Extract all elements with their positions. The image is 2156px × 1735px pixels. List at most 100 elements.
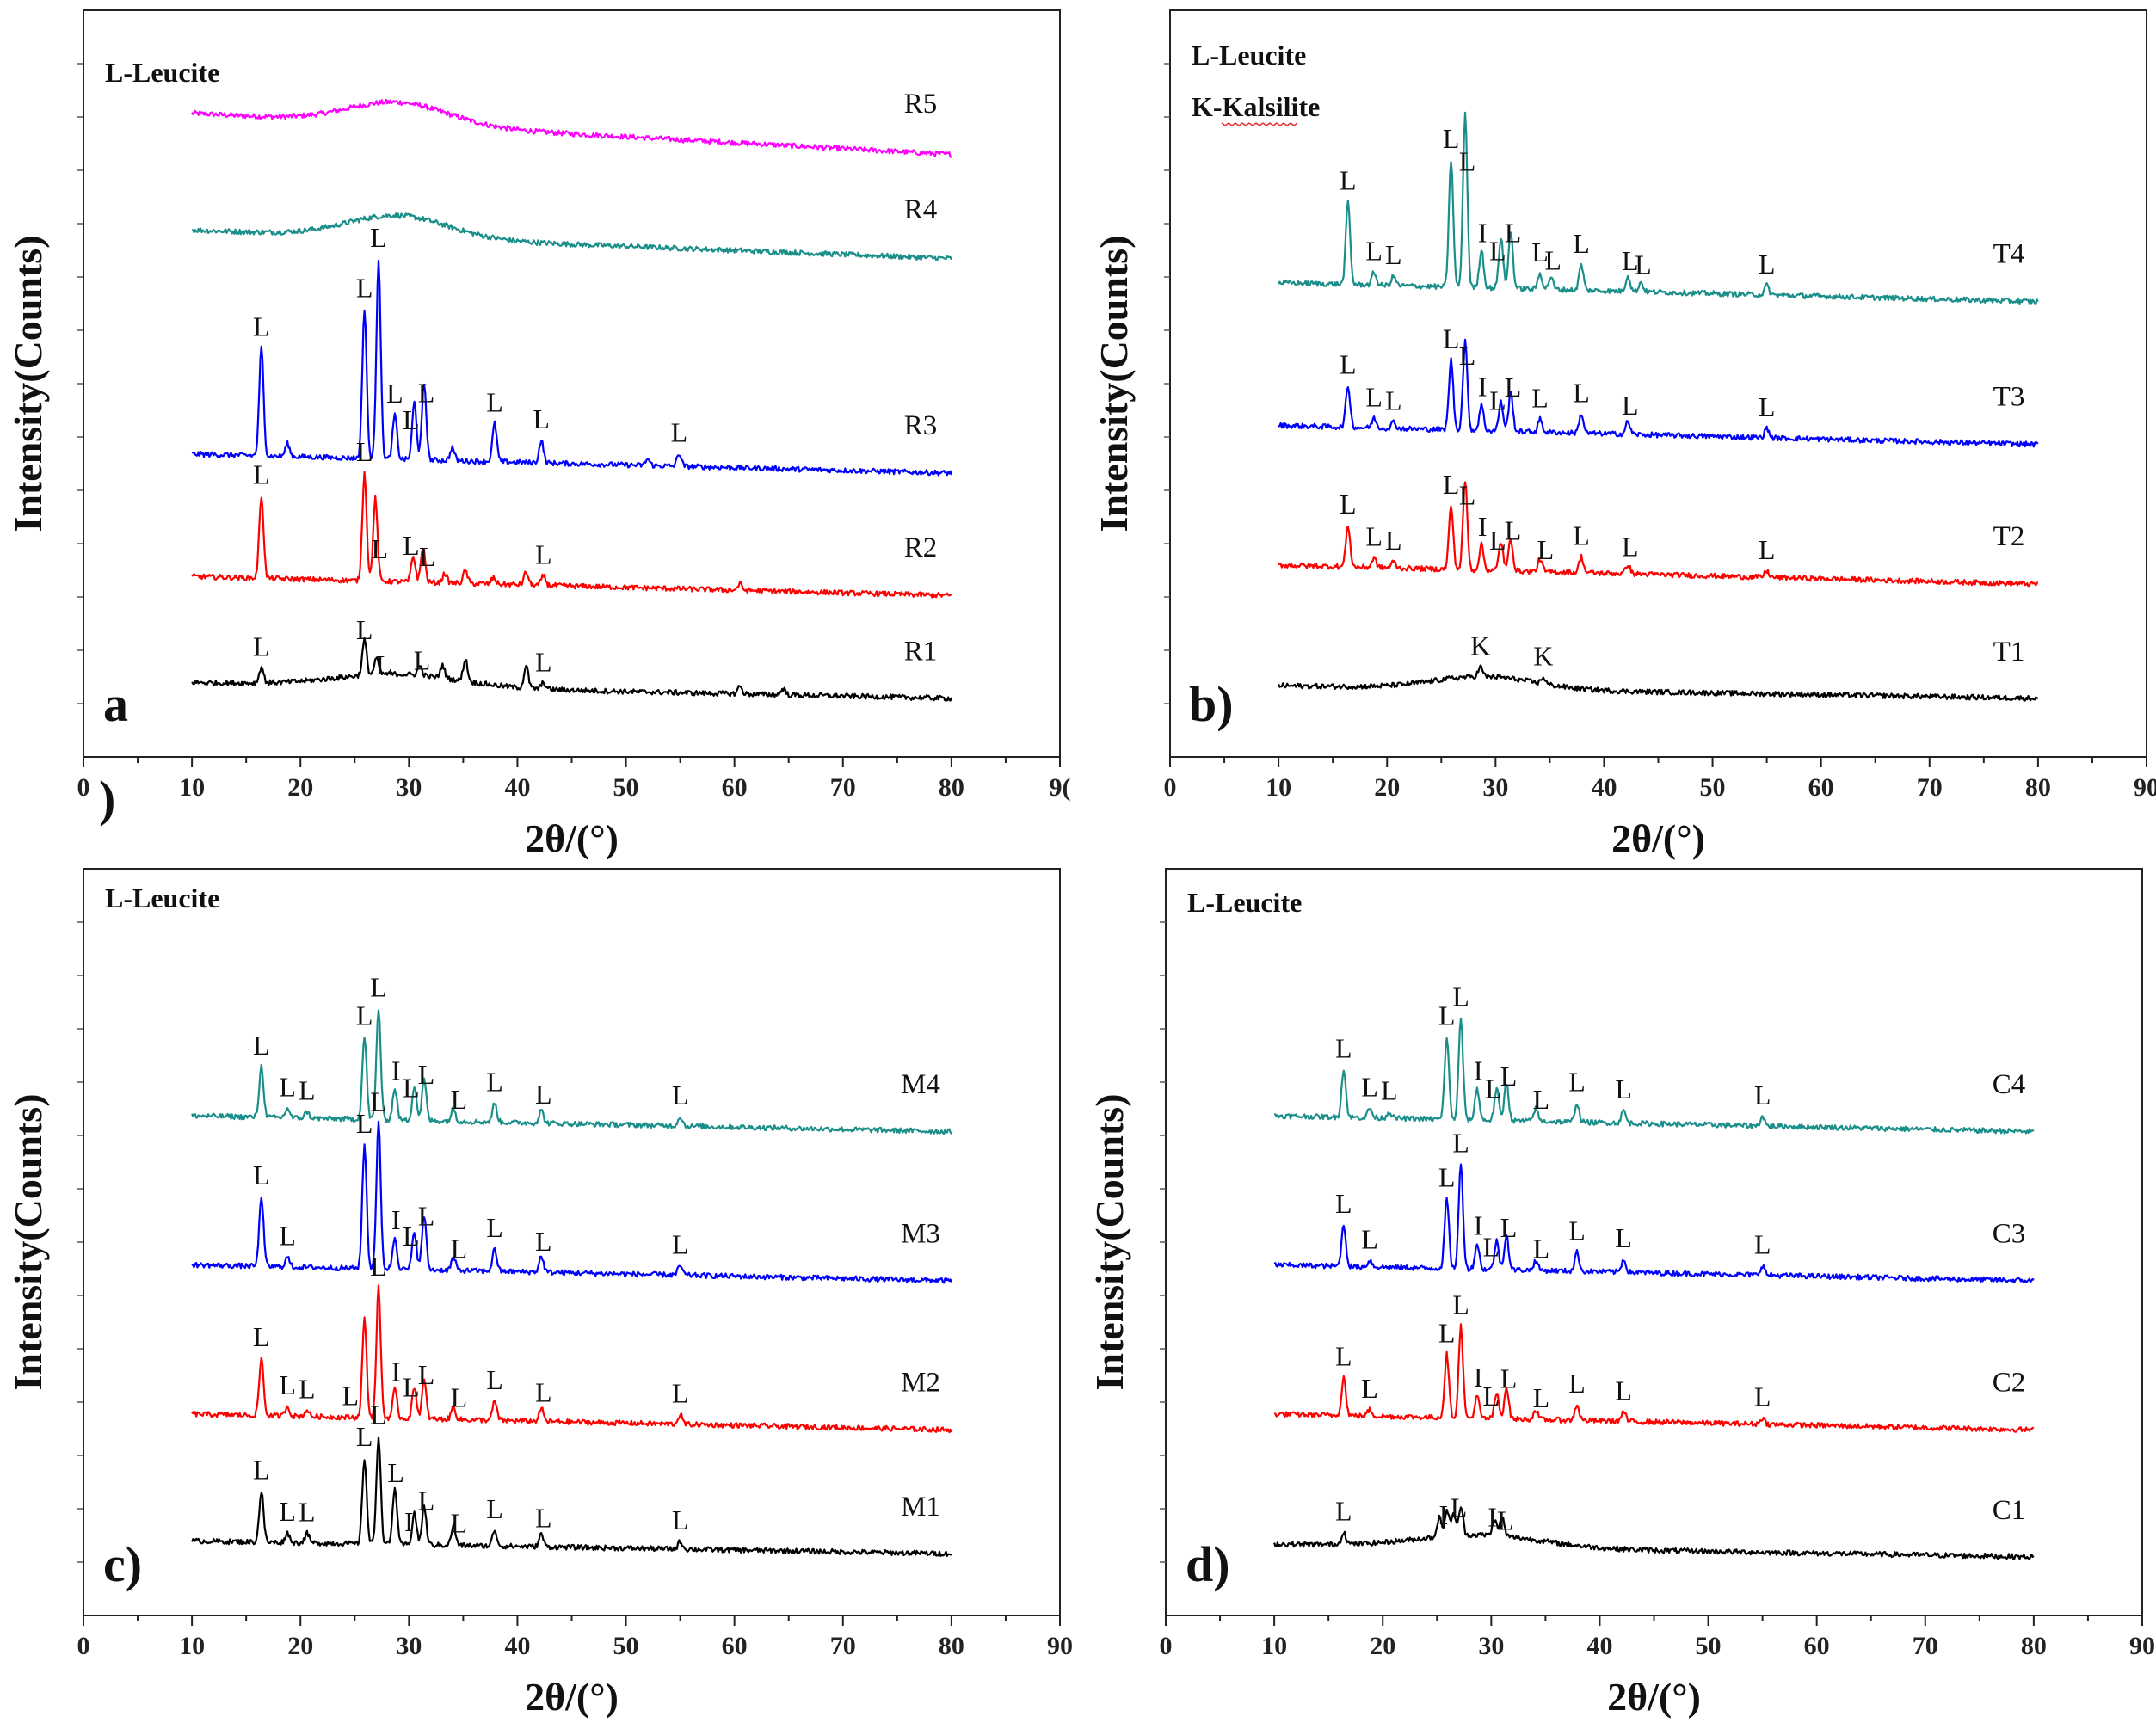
peak-label: L	[403, 1371, 420, 1402]
y-axis-label: Intensity(Counts)	[6, 1093, 50, 1390]
series-line-R5	[191, 98, 952, 158]
peak-label: L	[418, 1485, 435, 1516]
x-tick-label: 60	[1804, 1632, 1830, 1660]
peak-label: L	[1573, 377, 1590, 408]
peak-label: L	[1500, 1061, 1518, 1092]
peak-label: L	[418, 1359, 435, 1390]
peak-label: L	[1635, 249, 1652, 280]
series-label: C3	[1993, 1218, 2026, 1249]
peak-label: L	[1485, 1074, 1502, 1104]
peak-label: L	[1459, 145, 1476, 176]
peak-label: L	[1438, 1162, 1456, 1193]
peak-label: L	[1451, 1492, 1468, 1523]
x-tick-label: 60	[1808, 773, 1834, 802]
x-tick-label: 60	[722, 773, 748, 802]
x-tick-label: 0	[1164, 773, 1177, 802]
series-line-R3	[191, 259, 952, 477]
legend-entry: L-Leucite	[1187, 887, 1302, 918]
legend-entry: L-Leucite	[105, 883, 219, 914]
legend-entry: K-Kalsilite	[1192, 91, 1320, 122]
peak-label: L	[535, 538, 552, 569]
x-axis-label: 2θ/(°)	[525, 816, 619, 860]
peak-label: I	[1474, 1209, 1483, 1240]
peak-label: L	[1759, 249, 1776, 280]
x-tick-label: 90	[2129, 1632, 2155, 1660]
x-tick-label: 30	[396, 1632, 422, 1660]
peak-label: L	[1335, 1340, 1352, 1371]
x-tick-label: 50	[613, 1632, 639, 1660]
x-tick-label: 30	[1482, 773, 1508, 802]
series-label: M4	[901, 1069, 940, 1100]
peak-label: L	[1615, 1074, 1632, 1104]
x-tick-label: 40	[1591, 773, 1617, 802]
series-line-R4	[192, 212, 952, 261]
peak-label: L	[387, 1457, 404, 1488]
panel-letter: b)	[1189, 676, 1234, 732]
peak-label: L	[1459, 479, 1476, 510]
peak-label: L	[418, 1201, 435, 1232]
peak-label: L	[533, 403, 550, 434]
x-tick-label: 40	[504, 773, 530, 802]
series-label: M2	[901, 1368, 940, 1399]
x-tick-label: 40	[1586, 1632, 1612, 1660]
peak-label: L	[418, 377, 435, 408]
series-line-T2	[1278, 481, 2038, 588]
legend-entry: L-Leucite	[105, 57, 219, 88]
peak-label: L	[403, 530, 420, 561]
peak-label: L	[1452, 981, 1469, 1012]
series-line-M2	[191, 1284, 952, 1434]
x-tick-label: 20	[287, 1632, 313, 1660]
series-label: R3	[904, 410, 938, 441]
peak-label: L	[1622, 532, 1639, 563]
x-tick-label: 90	[1047, 1632, 1073, 1660]
peak-label: L	[356, 1108, 373, 1139]
peak-label: L	[386, 378, 403, 409]
peak-label: L	[342, 1381, 359, 1412]
series-line-T1	[1278, 664, 2039, 702]
peak-label: I	[1439, 1499, 1449, 1530]
x-tick-label: 30	[1478, 1632, 1504, 1660]
peak-label: L	[672, 1228, 689, 1259]
peak-label: L	[1452, 1289, 1469, 1320]
peak-label: L	[1483, 1381, 1500, 1412]
peak-label: L	[1340, 349, 1357, 380]
x-axis-label: 2θ/(°)	[1611, 816, 1705, 860]
peak-label: L	[1500, 1212, 1518, 1243]
series-line-R1	[191, 637, 952, 702]
peak-label: L	[1615, 1222, 1632, 1253]
peak-label: L	[1443, 323, 1460, 354]
peak-label: L	[1622, 390, 1639, 421]
peak-label: L	[672, 1080, 689, 1111]
peak-label: I	[1474, 1362, 1483, 1393]
x-tick-label: 70	[830, 1632, 856, 1660]
peak-label: L	[1340, 489, 1357, 520]
peak-label: L	[372, 533, 389, 564]
peak-label: L	[535, 1502, 552, 1533]
peak-label: L	[1568, 1066, 1586, 1097]
peak-label: I	[391, 1357, 401, 1387]
peak-label: L	[253, 1321, 270, 1352]
panel-letter: c)	[103, 1536, 142, 1592]
peak-label: L	[1533, 1084, 1550, 1115]
y-axis-label: Intensity(Counts)	[6, 235, 50, 532]
x-tick-label: 40	[504, 1632, 530, 1660]
peak-label: L	[672, 1378, 689, 1409]
x-tick-label: 60	[722, 1632, 748, 1660]
peak-label: L	[279, 1221, 296, 1252]
peak-label: L	[1438, 1317, 1456, 1348]
peak-label: L	[1754, 1228, 1771, 1259]
series-label: M3	[901, 1218, 940, 1249]
peak-label: L	[356, 272, 373, 303]
peak-label: L	[356, 1421, 373, 1452]
x-tick-label: 20	[1374, 773, 1400, 802]
panel-d: 0 10 20 30 40 50 60 70 80 90 2θ/(°) Intensity(Count…	[1087, 868, 2155, 1719]
peak-label: I	[391, 1055, 401, 1086]
peak-label: L	[1500, 1363, 1518, 1394]
peak-label: L	[1483, 1231, 1500, 1262]
peak-label: L	[535, 1377, 552, 1408]
peak-label: I	[404, 1506, 414, 1537]
x-tick-label: 10	[1266, 773, 1291, 802]
peak-label: L	[451, 1508, 468, 1539]
peak-label: L	[299, 1373, 316, 1404]
